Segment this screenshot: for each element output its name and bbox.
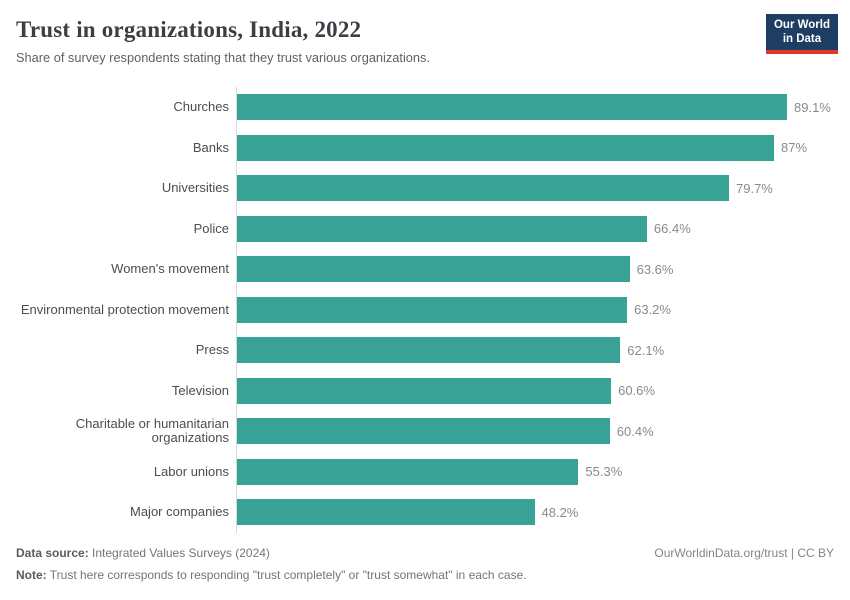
bar bbox=[237, 499, 535, 526]
category-label: Major companies bbox=[130, 504, 229, 519]
bar-row: Charitable or humanitarian organizations… bbox=[16, 411, 834, 452]
category-label: Police bbox=[193, 220, 229, 236]
value-label: 63.6% bbox=[636, 261, 674, 277]
data-source-value: Integrated Values Surveys (2024) bbox=[88, 546, 270, 560]
value-label: 63.2% bbox=[634, 302, 671, 318]
value-label: 60.4% bbox=[616, 423, 654, 439]
bar-row: Banks 87% bbox=[16, 127, 834, 168]
data-source-text: Data source: Integrated Values Surveys (… bbox=[16, 546, 270, 561]
bar-area: 79.7% bbox=[236, 168, 834, 209]
category-label: Charitable or humanitarian organizations bbox=[75, 415, 229, 446]
bar bbox=[237, 256, 630, 283]
owid-attribution-link: OurWorldinData.org/trust | CC BY bbox=[654, 546, 834, 560]
owid-logo-line1: Our World bbox=[773, 19, 830, 31]
bar-area: 62.1% bbox=[236, 330, 834, 371]
bar-area: 55.3% bbox=[236, 451, 834, 492]
bar-area: 87% bbox=[236, 127, 834, 168]
bar-row: Press 62.1% bbox=[16, 330, 834, 371]
bar-row: Environmental protection movement 63.2% bbox=[16, 289, 834, 330]
bar-row: Labor unions 55.3% bbox=[16, 451, 834, 492]
bar-area: 60.4% bbox=[236, 411, 834, 452]
bar-row: Women's movement 63.6% bbox=[16, 249, 834, 290]
bar-chart: Churches 89.1% Banks 87% Universities 79.7% Po… bbox=[16, 87, 834, 533]
category-label: Environmental protection movement bbox=[20, 301, 229, 317]
bar-area: 66.4% bbox=[236, 208, 834, 249]
note-label: Note: bbox=[16, 568, 47, 582]
value-label: 79.7% bbox=[736, 180, 773, 196]
bar bbox=[237, 418, 610, 445]
bar-area: 89.1% bbox=[236, 87, 834, 128]
category-label: Women's movement bbox=[111, 261, 229, 276]
bar-row: Churches 89.1% bbox=[16, 87, 834, 128]
bar bbox=[237, 377, 612, 404]
footer-source-row: Data source: Integrated Values Surveys (… bbox=[16, 546, 834, 561]
bar-area: 63.2% bbox=[236, 289, 834, 330]
footer-note-row: Note: Trust here corresponds to respondi… bbox=[16, 568, 834, 583]
owid-logo: Our World in Data bbox=[765, 14, 838, 54]
bar-row: Major companies 48.2% bbox=[16, 492, 834, 533]
chart-header: Trust in organizations, India, 2022 Shar… bbox=[0, 0, 850, 66]
value-label: 87% bbox=[781, 140, 808, 156]
bar bbox=[237, 337, 621, 364]
data-source-label: Data source: bbox=[16, 546, 89, 560]
bar-row: Police 66.4% bbox=[16, 208, 834, 249]
bar bbox=[237, 175, 729, 202]
category-label: Television bbox=[171, 382, 229, 398]
bar bbox=[237, 94, 787, 121]
value-label: 48.2% bbox=[541, 504, 579, 520]
bar-row: Television 60.6% bbox=[16, 370, 834, 411]
category-label: Press bbox=[195, 342, 229, 357]
category-label: Churches bbox=[173, 99, 229, 114]
bar-area: 60.6% bbox=[236, 370, 834, 411]
value-label: 62.1% bbox=[627, 342, 665, 358]
chart-footer: Data source: Integrated Values Surveys (… bbox=[16, 546, 834, 583]
category-label: Banks bbox=[192, 139, 229, 155]
bar bbox=[237, 296, 628, 323]
chart-subtitle: Share of survey respondents stating that… bbox=[16, 50, 430, 65]
value-label: 89.1% bbox=[794, 99, 831, 115]
value-label: 66.4% bbox=[653, 221, 691, 237]
value-label: 60.6% bbox=[618, 383, 655, 399]
category-label: Labor unions bbox=[153, 463, 229, 479]
bar bbox=[237, 458, 579, 485]
chart-title: Trust in organizations, India, 2022 bbox=[16, 17, 362, 42]
bar-row: Universities 79.7% bbox=[16, 168, 834, 209]
bar bbox=[237, 215, 647, 242]
bar-rows: Churches 89.1% Banks 87% Universities 79.7% Po… bbox=[16, 87, 834, 533]
value-label: 55.3% bbox=[585, 464, 623, 480]
bar-area: 48.2% bbox=[236, 492, 834, 533]
category-label: Universities bbox=[161, 180, 229, 195]
note-value: Trust here corresponds to responding "tr… bbox=[46, 568, 527, 582]
owid-logo-line2: in Data bbox=[782, 32, 822, 45]
bar-area: 63.6% bbox=[236, 249, 834, 290]
bar bbox=[237, 134, 774, 161]
